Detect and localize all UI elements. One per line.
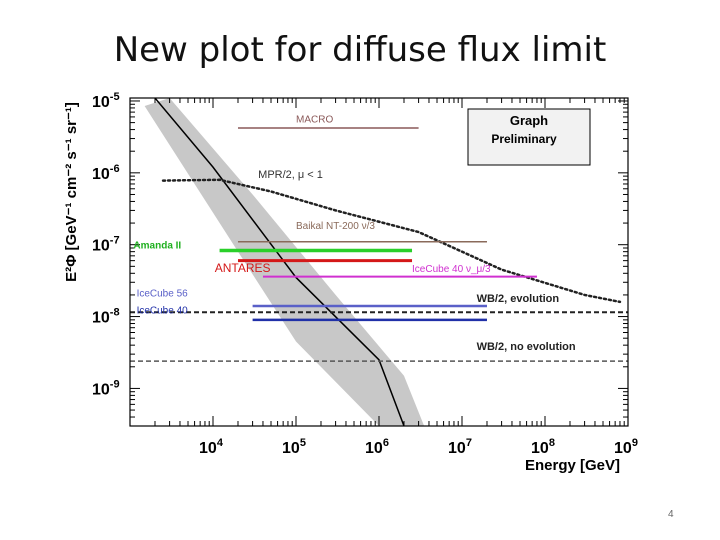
label-icecube-56: IceCube 56	[137, 289, 189, 300]
x-axis-label: Energy [GeV]	[525, 457, 620, 474]
label-baikal-nt-200-3: Baikal NT-200 ν/3	[296, 221, 375, 232]
slide-number: 4	[668, 509, 674, 520]
tick-layer	[129, 98, 629, 427]
x-tick-label: 105	[282, 437, 306, 457]
x-tick-label: 109	[614, 437, 638, 457]
y-tick-label: 10-5	[92, 91, 120, 111]
y-tick-label: 10-8	[92, 307, 120, 327]
x-tick-label: 107	[448, 437, 472, 457]
tick-label-layer: 104 105 106 107 108 109 10-5 10-6 10-7 10-8 10-9	[92, 91, 638, 457]
x-tick-label: 108	[531, 437, 555, 457]
x-tick-label: 106	[365, 437, 389, 457]
legend-box: Graph Preliminary	[467, 108, 591, 166]
label-mpr-2-1: MPR/2, μ < 1	[258, 169, 323, 181]
label-icecube-40: IceCube 40	[137, 306, 189, 317]
label-wb-2-no-evolution: WB/2, no evolution	[477, 341, 576, 353]
y-tick-label: 10-9	[92, 378, 120, 398]
label-wb-2-evolution: WB/2, evolution	[477, 293, 560, 305]
series-layer	[130, 127, 628, 362]
label-icecube-40-3: IceCube 40 ν_μ/3	[412, 264, 491, 275]
annotation-layer: MACRO MPR/2, μ < 1 Baikal NT-200 ν/3 Amanda…	[133, 115, 575, 354]
y-tick-label: 10-7	[92, 235, 120, 255]
label-amanda-ii: Amanda II	[133, 241, 181, 252]
series-line-mpr-2-1	[161, 178, 622, 304]
legend-box-subtitle: Preliminary	[491, 132, 557, 146]
label-antares: ANTARES	[215, 261, 271, 275]
x-tick-label: 104	[199, 437, 224, 457]
slide-title: New plot for diffuse flux limit	[113, 30, 607, 70]
legend-box-title: Graph	[510, 113, 548, 128]
y-tick-label: 10-6	[92, 163, 120, 183]
label-macro: MACRO	[296, 115, 333, 126]
y-axis-label: E²Φ [GeV⁻¹ cm⁻² s⁻¹ sr⁻¹]	[63, 102, 80, 282]
